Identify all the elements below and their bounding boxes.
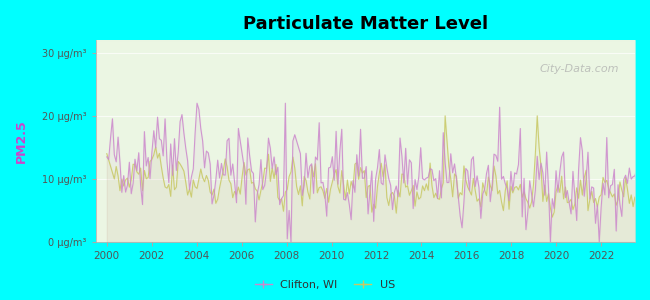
Legend: Clifton, WI, US: Clifton, WI, US — [250, 276, 400, 294]
Text: City-Data.com: City-Data.com — [540, 64, 619, 74]
Title: Particulate Matter Level: Particulate Matter Level — [242, 15, 488, 33]
Y-axis label: PM2.5: PM2.5 — [15, 119, 28, 163]
